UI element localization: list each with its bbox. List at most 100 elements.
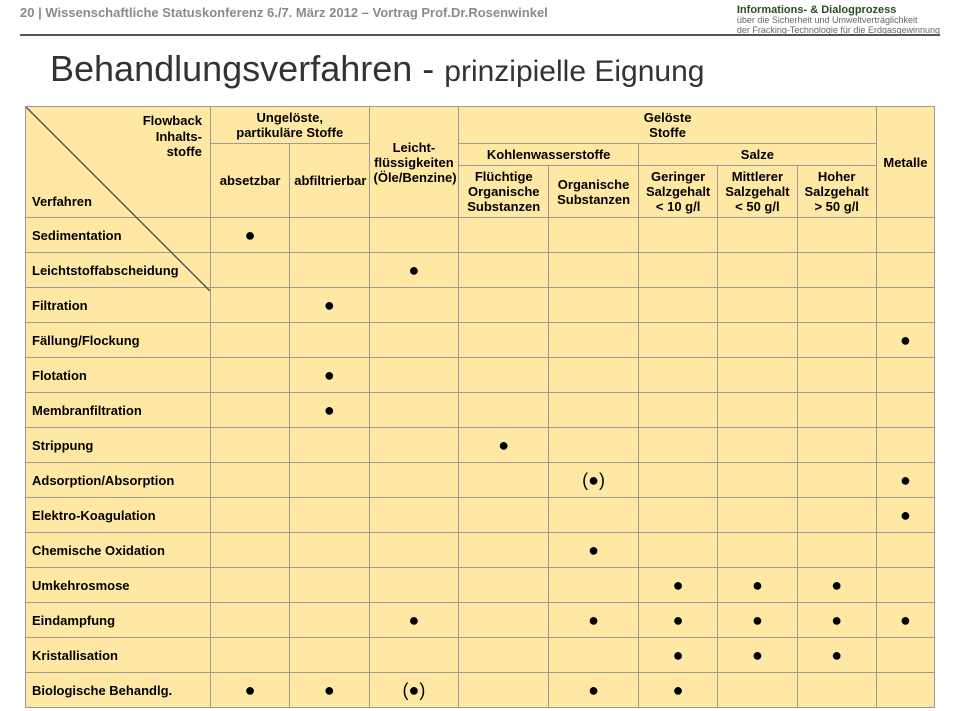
data-cell xyxy=(797,358,876,393)
data-cell xyxy=(369,463,459,498)
data-cell xyxy=(876,673,934,708)
table-container: Flowback Inhalts- stoffe Verfahren Ungel… xyxy=(25,106,935,708)
data-cell xyxy=(718,253,797,288)
title-main: Behandlungsverfahren - xyxy=(50,48,444,89)
data-cell xyxy=(876,638,934,673)
data-cell xyxy=(718,498,797,533)
row-label: Kristallisation xyxy=(26,638,211,673)
table-row: Eindampfung●●●●●● xyxy=(26,603,935,638)
row-label: Membranfiltration xyxy=(26,393,211,428)
corner-top-l3: stoffe xyxy=(143,144,202,160)
data-cell xyxy=(797,428,876,463)
data-cell xyxy=(210,568,289,603)
data-cell xyxy=(549,358,639,393)
data-cell xyxy=(210,428,289,463)
table-body: Sedimentation●Leichtstoffabscheidung●Fil… xyxy=(26,218,935,708)
data-cell xyxy=(459,533,549,568)
data-cell: ● xyxy=(290,393,369,428)
data-cell xyxy=(549,288,639,323)
data-cell xyxy=(369,533,459,568)
data-cell: ● xyxy=(290,673,369,708)
col-fluchtig: FlüchtigeOrganischeSubstanzen xyxy=(459,166,549,218)
data-cell xyxy=(210,323,289,358)
data-cell xyxy=(549,498,639,533)
data-cell: ● xyxy=(876,603,934,638)
data-cell xyxy=(797,498,876,533)
row-label: Chemische Oxidation xyxy=(26,533,211,568)
data-cell xyxy=(876,533,934,568)
data-cell xyxy=(549,428,639,463)
col-hoher: HoherSalzgehalt> 50 g/l xyxy=(797,166,876,218)
data-cell xyxy=(549,393,639,428)
data-cell xyxy=(638,358,717,393)
data-cell xyxy=(718,218,797,253)
data-cell: ● xyxy=(638,568,717,603)
data-cell xyxy=(369,288,459,323)
table-row: Strippung ● xyxy=(26,428,935,463)
data-cell: ● xyxy=(369,603,459,638)
col-gelost: GelösteStoffe xyxy=(459,107,877,144)
data-cell: ● xyxy=(876,463,934,498)
header-right: Informations- & Dialogprozess über die S… xyxy=(737,4,940,36)
data-cell xyxy=(718,358,797,393)
corner-top-label: Flowback Inhalts- stoffe xyxy=(143,113,202,160)
data-cell xyxy=(290,218,369,253)
data-cell xyxy=(549,638,639,673)
data-cell xyxy=(459,253,549,288)
data-cell xyxy=(876,218,934,253)
row-label: Flotation xyxy=(26,358,211,393)
row-label: Umkehrosmose xyxy=(26,568,211,603)
data-cell xyxy=(638,393,717,428)
page-header: 20 | Wissenschaftliche Statuskonferenz 6… xyxy=(0,0,960,32)
col-leicht: Leicht-flüssigkeiten(Öle/Benzine) xyxy=(369,107,459,218)
data-cell xyxy=(369,393,459,428)
data-cell: ● xyxy=(549,673,639,708)
header-left: 20 | Wissenschaftliche Statuskonferenz 6… xyxy=(20,5,548,20)
data-cell: ● xyxy=(290,358,369,393)
col-metalle: Metalle xyxy=(876,107,934,218)
data-cell xyxy=(718,673,797,708)
col-ungelost: Ungelöste,partikuläre Stoffe xyxy=(210,107,369,144)
data-cell xyxy=(290,463,369,498)
data-cell xyxy=(210,393,289,428)
data-cell xyxy=(876,253,934,288)
data-cell: ● xyxy=(638,638,717,673)
corner-cell: Flowback Inhalts- stoffe Verfahren xyxy=(26,107,211,218)
data-cell xyxy=(549,568,639,603)
data-cell xyxy=(638,288,717,323)
row-label: Strippung xyxy=(26,428,211,463)
data-cell xyxy=(290,253,369,288)
table-row: Elektro-Koagulation● xyxy=(26,498,935,533)
data-cell xyxy=(638,533,717,568)
data-cell xyxy=(459,218,549,253)
data-cell xyxy=(718,288,797,323)
data-cell xyxy=(718,463,797,498)
data-cell: ● xyxy=(549,533,639,568)
page-title: Behandlungsverfahren - prinzipielle Eign… xyxy=(50,48,960,90)
data-cell xyxy=(797,393,876,428)
data-cell xyxy=(210,533,289,568)
table-row: Kristallisation●●● xyxy=(26,638,935,673)
data-cell: ● xyxy=(797,603,876,638)
col-organische: OrganischeSubstanzen xyxy=(549,166,639,218)
data-cell xyxy=(797,533,876,568)
row-label: Biologische Behandlg. xyxy=(26,673,211,708)
data-cell xyxy=(876,393,934,428)
row-label: Elektro-Koagulation xyxy=(26,498,211,533)
data-cell xyxy=(459,393,549,428)
data-cell xyxy=(459,568,549,603)
data-cell: ● xyxy=(459,428,549,463)
data-cell xyxy=(638,463,717,498)
data-cell xyxy=(638,498,717,533)
data-cell xyxy=(876,288,934,323)
data-cell: ● xyxy=(210,673,289,708)
data-cell xyxy=(290,568,369,603)
data-cell: ● xyxy=(369,253,459,288)
col-mittler: MittlererSalzgehalt< 50 g/l xyxy=(718,166,797,218)
data-cell xyxy=(876,428,934,463)
data-cell xyxy=(718,533,797,568)
row-label: Fällung/Flockung xyxy=(26,323,211,358)
data-cell xyxy=(797,323,876,358)
data-cell xyxy=(718,393,797,428)
data-cell: ● xyxy=(797,638,876,673)
